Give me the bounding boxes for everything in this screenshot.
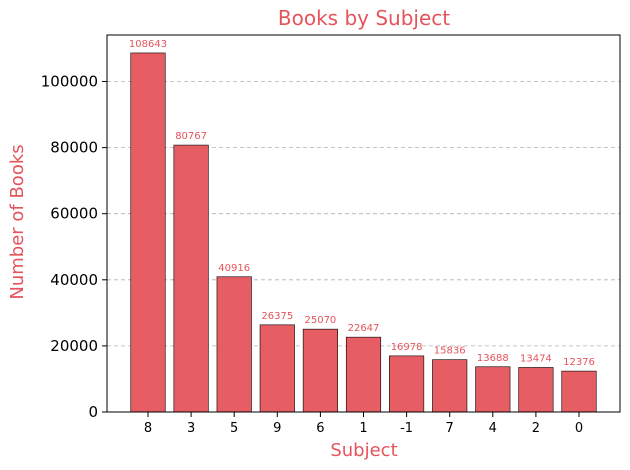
bar bbox=[475, 366, 511, 413]
x-tick-label: 4 bbox=[489, 421, 497, 436]
x-axis: 8 3 5 9 6 1 -1 7 4 2 0 bbox=[144, 412, 583, 436]
x-tick-label: 1 bbox=[359, 421, 367, 436]
bar bbox=[302, 328, 338, 413]
bar bbox=[518, 367, 554, 413]
bar-value-label: 12376 bbox=[563, 357, 595, 368]
y-tick-label: 20000 bbox=[50, 337, 98, 355]
x-tick-label: 5 bbox=[230, 421, 238, 436]
y-axis-label: Number of Books bbox=[7, 144, 28, 299]
y-tick-label: 0 bbox=[88, 403, 98, 421]
bar bbox=[561, 370, 597, 413]
x-axis-label: Subject bbox=[330, 440, 397, 461]
bar bbox=[259, 324, 295, 413]
bar bbox=[130, 52, 166, 413]
x-tick-label: 7 bbox=[446, 421, 454, 436]
bar-value-label: 80767 bbox=[175, 131, 207, 142]
bar bbox=[345, 336, 382, 413]
x-tick-label: 3 bbox=[187, 421, 195, 436]
x-tick-label: -1 bbox=[400, 421, 413, 436]
bar bbox=[432, 359, 468, 413]
bar bbox=[173, 144, 209, 413]
bar bbox=[216, 276, 252, 413]
bar-value-label: 25070 bbox=[304, 315, 336, 326]
y-tick-label: 100000 bbox=[41, 73, 98, 91]
bar-value-label: 40916 bbox=[218, 263, 250, 274]
bar-value-label: 108643 bbox=[129, 39, 167, 50]
bar-value-label: 15836 bbox=[434, 346, 466, 357]
y-tick-label: 80000 bbox=[50, 139, 98, 157]
x-tick-label: 2 bbox=[532, 421, 540, 436]
x-tick-label: 6 bbox=[316, 421, 324, 436]
bar-value-label: 16978 bbox=[391, 342, 423, 353]
y-axis: 0 20000 40000 60000 80000 100000 bbox=[41, 73, 107, 421]
bar-value-label: 22647 bbox=[348, 323, 380, 334]
x-tick-label: 9 bbox=[273, 421, 281, 436]
y-tick-label: 40000 bbox=[50, 271, 98, 289]
chart-title: Books by Subject bbox=[278, 6, 450, 30]
bar bbox=[389, 355, 425, 413]
x-tick-label: 0 bbox=[575, 421, 583, 436]
bar-value-label: 13474 bbox=[520, 353, 552, 364]
y-tick-label: 60000 bbox=[50, 205, 98, 223]
bar-value-label: 26375 bbox=[261, 311, 293, 322]
bar-value-label: 13688 bbox=[477, 353, 509, 364]
bar-value-labels: 108643 80767 40916 26375 25070 22647 16978 1583… bbox=[129, 39, 595, 368]
bars bbox=[130, 52, 597, 413]
x-tick-label: 8 bbox=[144, 421, 152, 436]
